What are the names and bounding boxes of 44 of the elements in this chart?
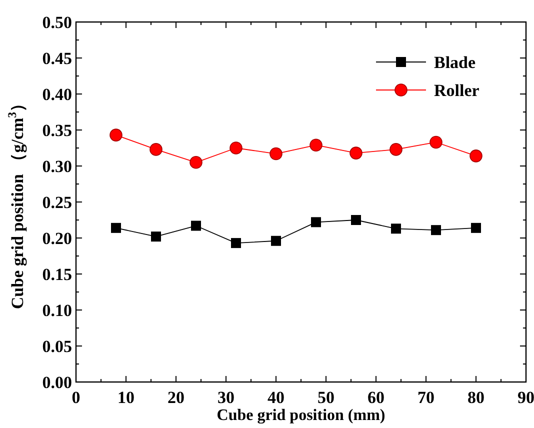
point — [391, 224, 401, 234]
y-tick-label: 0.30 — [42, 157, 72, 176]
x-tick-label: 60 — [368, 388, 384, 407]
point — [270, 147, 282, 160]
point — [150, 143, 162, 156]
y-tick-label: 0.20 — [42, 229, 72, 248]
x-tick-label: 20 — [168, 388, 184, 407]
y-tick-label: 0.00 — [42, 373, 72, 392]
x-axis-title: Cube grid position (mm) — [216, 407, 386, 424]
point — [190, 156, 202, 169]
point — [430, 136, 442, 149]
point — [471, 222, 481, 233]
point — [110, 128, 122, 142]
point — [470, 150, 482, 162]
x-tick-label: 70 — [418, 388, 434, 407]
point — [271, 236, 281, 246]
y-tick-label: 0.10 — [42, 301, 72, 320]
point — [351, 215, 361, 225]
point — [431, 225, 441, 236]
y-tick-label: 0.35 — [42, 121, 72, 140]
point — [231, 238, 241, 248]
legend-label: Roller — [434, 81, 480, 100]
point — [230, 142, 242, 154]
point — [350, 146, 362, 160]
x-tick-label: 80 — [468, 388, 484, 407]
point — [151, 232, 161, 242]
x-tick-label: 0 — [72, 388, 80, 407]
point — [311, 217, 321, 228]
x-tick-label: 90 — [518, 388, 534, 407]
x-tick-label: 30 — [218, 388, 234, 407]
x-tick-label: 50 — [318, 388, 334, 407]
legend-label: Blade — [434, 53, 476, 72]
point — [310, 138, 322, 152]
x-tick-label: 40 — [268, 388, 284, 407]
point — [191, 220, 201, 231]
y-tick-label: 0.05 — [42, 337, 72, 356]
y-tick-label: 0.50 — [42, 13, 72, 32]
x-tick-label: 10 — [118, 388, 134, 407]
point — [111, 222, 121, 233]
point — [390, 143, 402, 156]
y-tick-label: 0.40 — [42, 85, 72, 104]
y-tick-label: 0.15 — [42, 265, 72, 284]
y-tick-label: 0.45 — [42, 49, 72, 68]
y-tick-label: 0.25 — [42, 193, 72, 212]
